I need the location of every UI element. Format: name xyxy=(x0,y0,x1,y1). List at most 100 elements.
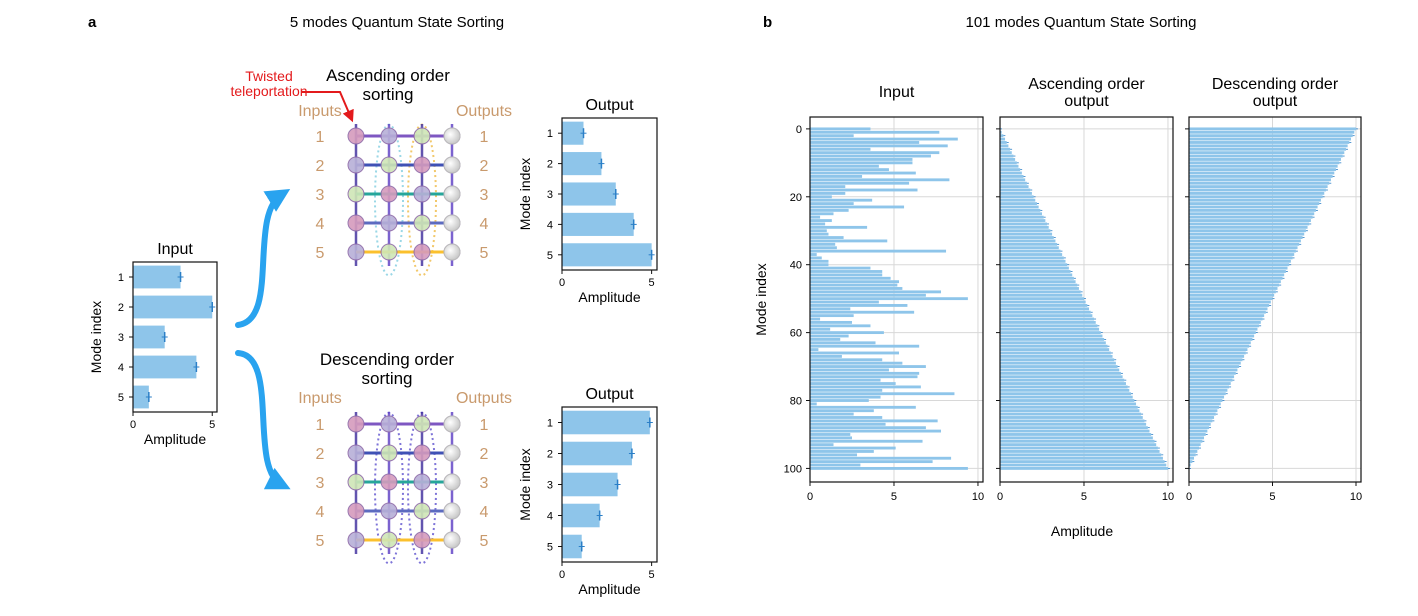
bar xyxy=(810,304,908,307)
bar xyxy=(1000,344,1108,348)
bar xyxy=(1189,185,1328,189)
bar xyxy=(1189,385,1230,389)
bar xyxy=(562,243,652,267)
bar xyxy=(810,144,948,148)
bar xyxy=(1189,188,1326,192)
bar xyxy=(810,446,896,450)
bar xyxy=(810,382,896,385)
bar xyxy=(810,368,889,372)
plot-frame xyxy=(132,261,218,413)
bar xyxy=(1189,280,1281,284)
bar xyxy=(810,130,940,134)
bar xyxy=(1189,368,1238,372)
bar xyxy=(1000,195,1034,199)
y-tick-label: 4 xyxy=(118,362,124,374)
output-node xyxy=(443,415,461,433)
bar xyxy=(1189,399,1223,402)
bar xyxy=(810,195,832,199)
bar xyxy=(810,460,933,464)
ascending-inputs-label: Inputs xyxy=(298,103,342,120)
x-axis-label: Amplitude xyxy=(578,289,640,305)
chart-title-line2: output xyxy=(1253,93,1298,110)
bar xyxy=(810,266,871,270)
y-axis-label: Mode index xyxy=(517,158,533,230)
bar xyxy=(810,419,938,423)
bar xyxy=(1000,134,1004,138)
bar xyxy=(1189,174,1333,178)
mode-node xyxy=(380,127,398,145)
bar xyxy=(1000,219,1046,222)
bar xyxy=(1189,144,1348,148)
bar xyxy=(1000,178,1026,182)
bar xyxy=(810,317,821,321)
mode-node xyxy=(347,156,365,174)
bar xyxy=(1189,205,1318,209)
panel-b-xlabel: Amplitude xyxy=(1051,523,1113,539)
chart-title: Output xyxy=(585,386,634,403)
y-tick-label: 2 xyxy=(547,159,553,171)
y-tick-label: 40 xyxy=(790,260,802,272)
arrow-to-ascending xyxy=(235,188,291,328)
bar xyxy=(810,171,916,175)
bar xyxy=(810,174,863,178)
bar xyxy=(810,198,873,202)
bar xyxy=(1000,239,1056,243)
chart-a-descending-output: Output 1 2 3 4 5 0 5 Amplitude Mode index xyxy=(517,386,658,597)
y-tick-label: 3 xyxy=(547,189,553,201)
bar xyxy=(810,412,854,416)
bar xyxy=(1189,134,1353,138)
bar xyxy=(1189,283,1280,287)
bar xyxy=(1189,450,1198,453)
bar xyxy=(1000,446,1158,450)
mode-node xyxy=(413,444,431,462)
bar xyxy=(1189,351,1246,355)
bar xyxy=(1000,253,1063,256)
bar xyxy=(1000,409,1140,413)
bar xyxy=(810,276,891,280)
bar xyxy=(1189,348,1248,352)
x-tick-label: 0 xyxy=(559,569,565,581)
bar xyxy=(1000,144,1009,148)
bar xyxy=(1189,327,1258,331)
bar xyxy=(810,134,854,138)
mode-node xyxy=(347,214,365,232)
chart-title-line2: output xyxy=(1064,93,1109,110)
bar xyxy=(810,436,852,440)
bar xyxy=(810,263,829,267)
bar xyxy=(1000,130,1002,134)
bar xyxy=(1189,314,1265,318)
bar xyxy=(1189,249,1296,253)
bar xyxy=(810,280,900,284)
input-mode-number: 5 xyxy=(316,533,325,550)
bar xyxy=(1189,171,1335,175)
bar xyxy=(1189,259,1291,263)
bar xyxy=(1000,151,1012,155)
bar xyxy=(1000,426,1148,430)
bar xyxy=(1189,219,1311,222)
bar xyxy=(810,229,827,233)
bar xyxy=(1000,433,1152,436)
bar xyxy=(810,466,968,470)
bar xyxy=(1189,222,1310,226)
plot-frame xyxy=(1188,116,1362,483)
bar xyxy=(1000,270,1071,273)
y-tick-label: 4 xyxy=(547,219,553,231)
mode-node xyxy=(380,531,398,549)
bar xyxy=(810,283,898,287)
output-node xyxy=(443,502,461,520)
bar xyxy=(1189,168,1336,172)
y-axis-label: Mode index xyxy=(88,301,104,373)
x-tick-label: 5 xyxy=(649,569,655,581)
bar xyxy=(1189,147,1346,151)
bar xyxy=(1189,290,1276,294)
bar xyxy=(1189,436,1205,440)
bar xyxy=(810,439,923,443)
bar xyxy=(810,300,879,304)
bar xyxy=(1000,205,1039,209)
bar xyxy=(810,287,903,290)
bar xyxy=(810,202,854,206)
bar xyxy=(1189,212,1315,216)
bar xyxy=(1189,395,1225,399)
bar xyxy=(1189,137,1351,141)
